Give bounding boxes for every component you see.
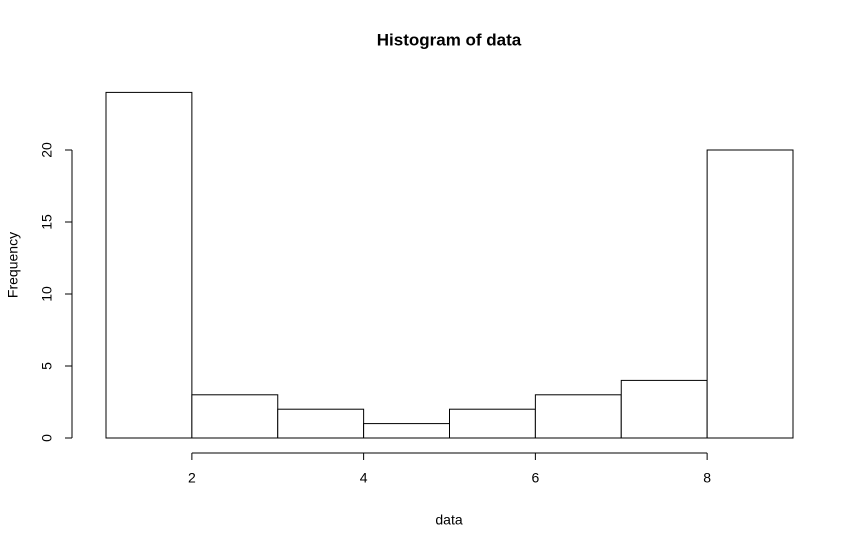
x-tick-label: 6 [531,470,539,486]
x-tick-label: 8 [703,470,711,486]
x-axis-label: data [435,512,462,528]
y-tick-label: 15 [39,214,55,230]
bar [706,149,794,439]
x-tick-label: 2 [188,470,196,486]
bar [534,394,622,439]
bar [363,423,450,439]
y-axis-label: Frequency [5,232,21,298]
y-tick-label: 20 [39,142,55,158]
y-tick-label: 10 [39,286,55,302]
bar [105,91,193,439]
x-tick-label: 4 [360,470,368,486]
chart-title: Histogram of data [377,30,522,49]
bar [191,394,279,439]
y-tick-label: 0 [39,434,55,442]
y-tick-label: 5 [39,362,55,370]
bar [449,408,536,439]
bar [620,379,708,439]
bar [277,408,365,439]
